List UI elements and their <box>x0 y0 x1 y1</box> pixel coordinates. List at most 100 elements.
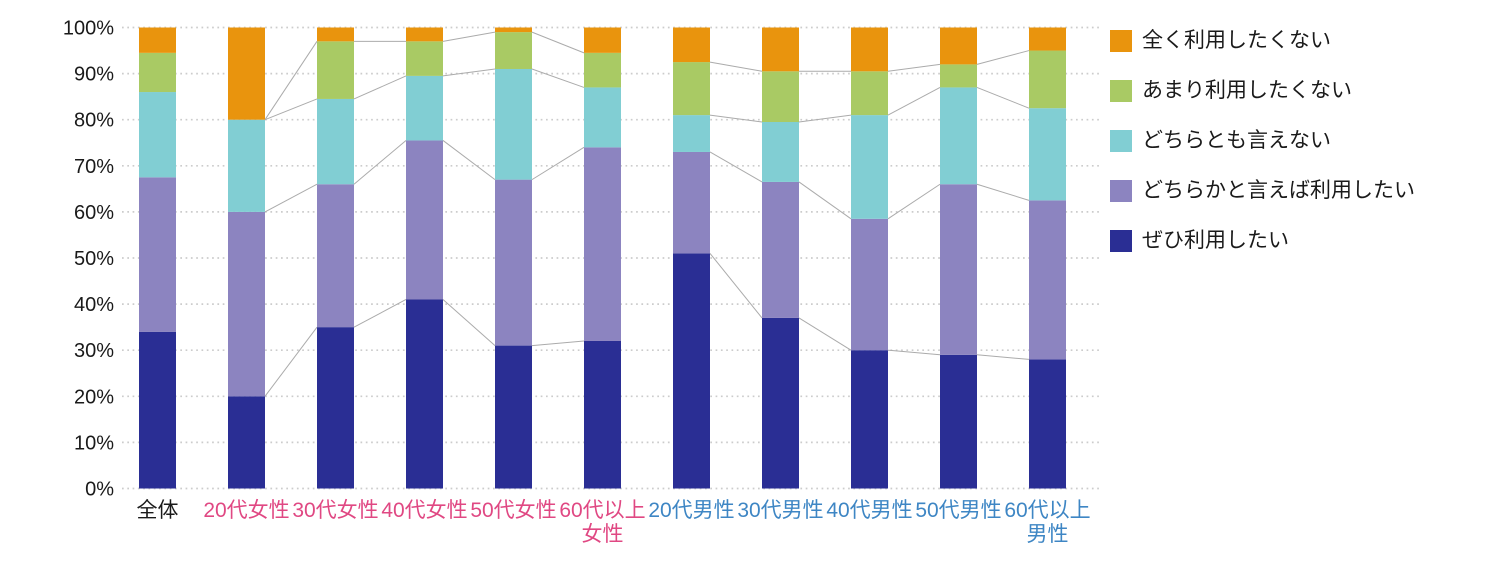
bar-segment <box>1029 359 1066 489</box>
bar-segment <box>940 184 977 355</box>
connector-line <box>531 31 585 54</box>
bar-segment <box>317 27 354 42</box>
y-tick-label: 20% <box>74 386 114 408</box>
x-category-label: 60代以上 <box>1004 499 1090 522</box>
bar-segment <box>139 52 176 93</box>
bar-segment <box>1029 108 1066 201</box>
y-tick-label: 10% <box>74 432 114 454</box>
bar-segment <box>584 147 621 341</box>
bar-segment <box>584 340 621 489</box>
bar-segment <box>762 317 799 489</box>
connector-line <box>442 31 496 42</box>
chart-legend: 全く利用したくない あまり利用したくない どちらとも言えないどちらかと言えば利用した… <box>1110 30 1415 280</box>
connector-line <box>531 340 585 347</box>
y-axis-tick-labels: 0% 10% 20% 30% 40% 50% 60% 70% 80% 90% 100% <box>63 18 114 501</box>
y-tick-label: 100% <box>63 18 114 40</box>
bar-segment <box>584 87 621 148</box>
bar-segment <box>139 331 176 489</box>
bar-segment <box>940 27 977 65</box>
connector-line <box>709 253 763 319</box>
bar-segment <box>940 354 977 489</box>
legend-label: どちらかと言えば利用したい <box>1142 179 1415 202</box>
y-tick-label: 90% <box>74 64 114 86</box>
connector-line <box>887 349 941 356</box>
bar-segment <box>762 27 799 72</box>
x-category-label: 全体 <box>137 499 179 522</box>
y-tick-label: 30% <box>74 340 114 362</box>
bar-segment <box>673 115 710 152</box>
connector-line <box>798 317 852 351</box>
bar-segment <box>317 327 354 489</box>
connector-line <box>264 41 318 120</box>
legend-item: どちらとも言えない <box>1110 130 1415 152</box>
legend-label: あまり利用したくない <box>1142 79 1352 102</box>
legend-color-swatch <box>1110 130 1132 152</box>
connector-line <box>976 183 1030 201</box>
bar-segment <box>139 92 176 178</box>
x-category-label: 40代男性 <box>826 499 912 522</box>
bar-segment <box>228 211 265 397</box>
legend-item: 全く利用したくない <box>1110 30 1415 52</box>
x-category-label: 20代女性 <box>203 499 289 522</box>
bar-segment <box>228 27 265 120</box>
x-category-label: 女性 <box>582 523 624 546</box>
connector-line <box>353 299 407 328</box>
x-category-label: 30代男性 <box>737 499 823 522</box>
legend-label: 全く利用したくない <box>1142 29 1331 52</box>
connector-line <box>798 181 852 220</box>
bar-segment <box>940 87 977 185</box>
connector-line <box>976 86 1030 109</box>
bar-segment <box>495 345 532 489</box>
bar-segment <box>673 27 710 63</box>
x-category-label: 60代以上 <box>559 499 645 522</box>
connector-line <box>442 299 496 346</box>
legend-label: どちらとも言えない <box>1142 129 1331 152</box>
legend-color-swatch <box>1110 230 1132 252</box>
connector-line <box>264 326 318 397</box>
connector-line <box>442 140 496 181</box>
bar-segment <box>317 98 354 185</box>
x-category-label: 50代女性 <box>470 499 556 522</box>
x-category-label: 男性 <box>1027 523 1069 546</box>
bar-segment <box>940 64 977 88</box>
bar-segment <box>406 299 443 489</box>
bar-segment <box>139 27 176 53</box>
legend-color-swatch <box>1110 80 1132 102</box>
bar-segment <box>317 41 354 99</box>
legend-color-swatch <box>1110 30 1132 52</box>
y-tick-label: 40% <box>74 294 114 316</box>
connector-line <box>709 61 763 72</box>
x-category-label: 30代女性 <box>292 499 378 522</box>
bar-segment <box>406 27 443 42</box>
bar-segment <box>228 396 265 489</box>
bar-segment <box>851 71 888 116</box>
connector-line <box>887 183 941 220</box>
y-tick-label: 50% <box>74 248 114 270</box>
connector-line <box>887 63 941 72</box>
y-tick-label: 0% <box>85 479 114 501</box>
connector-line <box>264 98 318 121</box>
connector-line <box>798 114 852 123</box>
bar-segment <box>228 119 265 212</box>
legend-item: どちらかと言えば利用したい <box>1110 180 1415 202</box>
connector-line <box>887 86 941 116</box>
bar-segment <box>584 52 621 88</box>
bar-segment <box>673 253 710 489</box>
legend-label: ぜひ利用したい <box>1142 229 1289 252</box>
y-tick-label: 70% <box>74 156 114 178</box>
bar-segment <box>1029 50 1066 109</box>
legend-color-swatch <box>1110 180 1132 202</box>
bar-segment <box>495 32 532 69</box>
connector-line <box>976 354 1030 360</box>
legend-item: あまり利用したくない <box>1110 80 1415 102</box>
connector-line <box>353 75 407 100</box>
bar-segment <box>406 41 443 76</box>
bar-segment <box>495 27 532 33</box>
bar-segment <box>762 71 799 123</box>
bar-segment <box>584 27 621 53</box>
bar-segment <box>851 218 888 351</box>
y-tick-label: 60% <box>74 202 114 224</box>
connector-lines <box>264 31 1030 397</box>
